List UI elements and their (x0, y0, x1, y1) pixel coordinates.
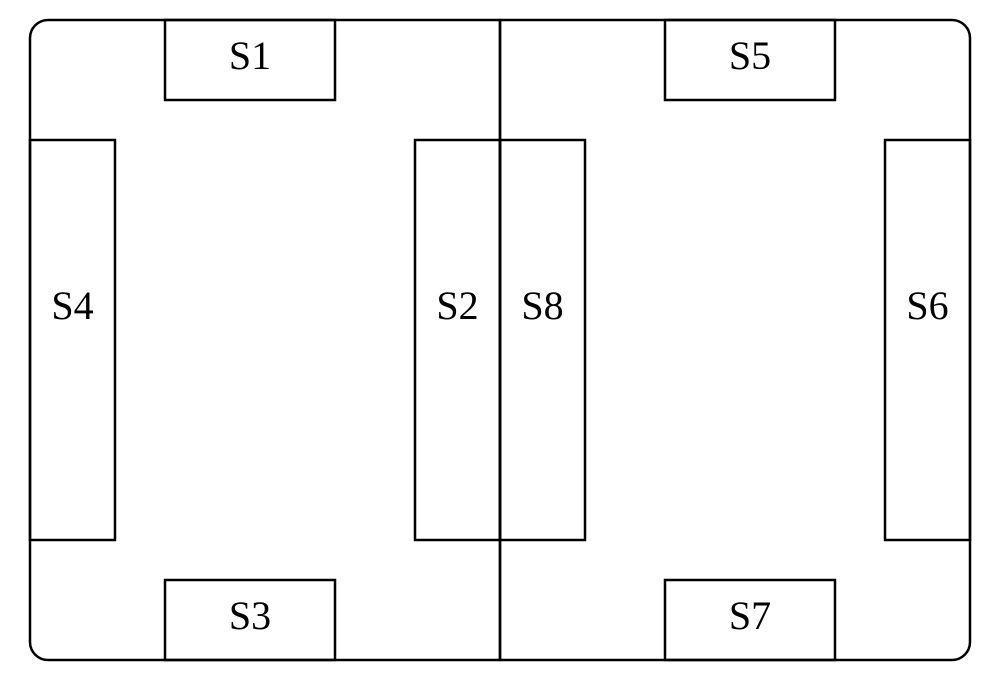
panel-right (500, 20, 970, 660)
block-s8 (500, 140, 585, 540)
label-s8: S8 (521, 283, 563, 328)
label-s7: S7 (729, 593, 771, 638)
label-s3: S3 (229, 593, 271, 638)
block-s2 (415, 140, 500, 540)
label-s4: S4 (51, 283, 93, 328)
label-s5: S5 (729, 33, 771, 78)
label-s6: S6 (906, 283, 948, 328)
block-s6 (885, 140, 970, 540)
block-s4 (30, 140, 115, 540)
panel-left (30, 20, 500, 660)
label-s2: S2 (436, 283, 478, 328)
layout-diagram: S1 S3 S5 S7 S4 S2 S8 S6 (0, 0, 1000, 682)
label-s1: S1 (229, 33, 271, 78)
